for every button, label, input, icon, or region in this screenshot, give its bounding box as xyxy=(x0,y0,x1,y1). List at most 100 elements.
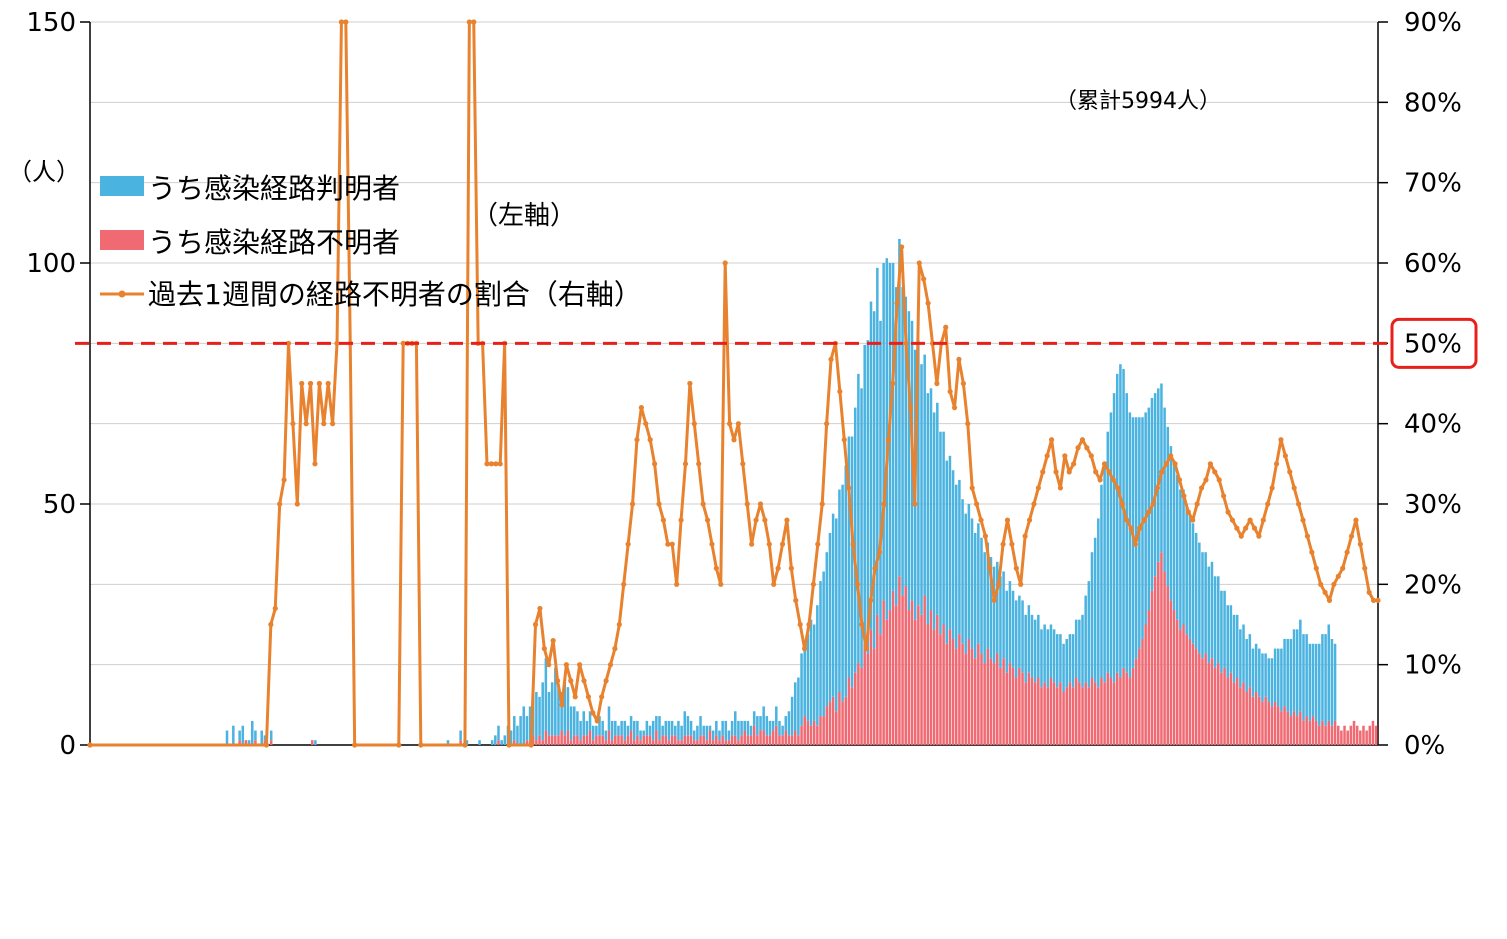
bar-unknown xyxy=(310,740,314,745)
bar-unknown xyxy=(677,740,680,745)
bar-unknown xyxy=(1340,730,1343,745)
bar-unknown xyxy=(907,610,911,745)
bar-unknown xyxy=(1204,653,1207,745)
bar-unknown xyxy=(1248,687,1252,745)
bar-unknown xyxy=(1134,658,1138,745)
bar-known xyxy=(1090,552,1094,678)
ratio-point xyxy=(585,694,592,700)
bar-unknown xyxy=(639,740,642,745)
ratio-point xyxy=(1115,485,1121,491)
bar-known xyxy=(446,740,450,745)
bar-unknown xyxy=(1371,720,1375,745)
ratio-point xyxy=(704,517,711,523)
ratio-point xyxy=(352,742,358,748)
bar-known xyxy=(598,716,601,736)
ratio-point xyxy=(1110,477,1116,483)
bar-unknown xyxy=(986,648,990,745)
ratio-point xyxy=(678,517,684,523)
bar-unknown xyxy=(683,735,687,745)
bar-unknown xyxy=(607,730,611,745)
ratio-point xyxy=(731,437,737,443)
bar-known xyxy=(749,725,753,736)
ratio-point xyxy=(471,19,477,25)
ratio-point xyxy=(316,380,322,387)
bar-known xyxy=(1005,590,1009,673)
bar-unknown xyxy=(1254,691,1258,745)
bar-known xyxy=(648,725,652,736)
ratio-point xyxy=(784,517,790,523)
bar-known xyxy=(734,711,737,736)
bar-unknown xyxy=(973,658,977,745)
right-tick-label: 20% xyxy=(1404,570,1462,600)
bar-unknown xyxy=(1008,663,1012,745)
bar-unknown xyxy=(614,735,617,745)
bar-unknown xyxy=(1169,600,1173,745)
bar-known xyxy=(853,407,857,673)
bar-unknown xyxy=(1046,687,1050,745)
bar-unknown xyxy=(1119,677,1122,745)
legend-label-unknown: うち感染経路不明者 xyxy=(148,226,400,259)
ratio-point xyxy=(925,300,931,306)
ratio-point xyxy=(735,421,742,427)
bar-known xyxy=(920,364,923,615)
ratio-point xyxy=(1340,565,1346,571)
bar-known xyxy=(677,720,680,741)
ratio-point xyxy=(616,621,622,628)
bar-unknown xyxy=(626,735,630,745)
bar-unknown xyxy=(1318,725,1321,745)
bar-known xyxy=(1024,614,1027,683)
bar-unknown xyxy=(1109,677,1113,745)
bar-unknown xyxy=(576,735,579,745)
bars-unknown xyxy=(238,552,1378,745)
bar-unknown xyxy=(1033,682,1037,745)
bar-known xyxy=(1115,373,1119,673)
bar-unknown xyxy=(765,735,769,745)
bar-unknown xyxy=(740,735,743,745)
bar-known xyxy=(610,720,614,741)
ratio-point xyxy=(691,421,697,427)
bar-unknown xyxy=(1011,667,1015,745)
ratio-point xyxy=(1062,453,1068,459)
bar-known xyxy=(1062,643,1065,692)
ratio-point xyxy=(1106,469,1112,475)
ratio-point xyxy=(749,541,755,547)
bar-known xyxy=(1068,634,1072,683)
bar-unknown xyxy=(1220,672,1223,745)
ratio-point xyxy=(907,405,914,411)
ratio-point xyxy=(859,621,865,628)
ratio-point xyxy=(1141,517,1147,523)
ratio-point xyxy=(1362,565,1368,571)
bar-known xyxy=(1018,595,1021,668)
ratio-point xyxy=(885,437,891,443)
bar-known xyxy=(954,484,958,649)
ratio-point xyxy=(312,461,318,467)
bar-unknown xyxy=(1321,720,1324,745)
bar-unknown xyxy=(1232,682,1236,745)
ratio-point xyxy=(766,541,772,547)
bar-known xyxy=(519,716,522,745)
bar-known xyxy=(645,720,649,736)
bar-unknown xyxy=(1327,720,1331,745)
bar-unknown xyxy=(1056,687,1059,745)
bar-unknown xyxy=(582,735,585,745)
ratio-point xyxy=(1313,565,1319,571)
ratio-point xyxy=(1260,517,1266,523)
bar-known xyxy=(1254,643,1258,692)
bar-unknown xyxy=(945,643,949,745)
ratio-point xyxy=(660,517,667,523)
ratio-point xyxy=(696,461,702,467)
left-tick-label: 100 xyxy=(26,249,76,279)
bar-unknown xyxy=(560,730,563,745)
bar-known xyxy=(1267,658,1271,702)
ratio-point xyxy=(881,501,887,507)
bar-unknown xyxy=(964,653,967,745)
ratio-point xyxy=(854,581,861,587)
ratio-point xyxy=(1123,517,1130,523)
bar-known xyxy=(1106,431,1110,673)
bar-unknown xyxy=(1125,672,1128,745)
legend-swatch-known xyxy=(100,176,144,196)
bar-known xyxy=(958,479,961,635)
bar-unknown xyxy=(547,735,551,745)
ratio-point xyxy=(1181,493,1187,499)
